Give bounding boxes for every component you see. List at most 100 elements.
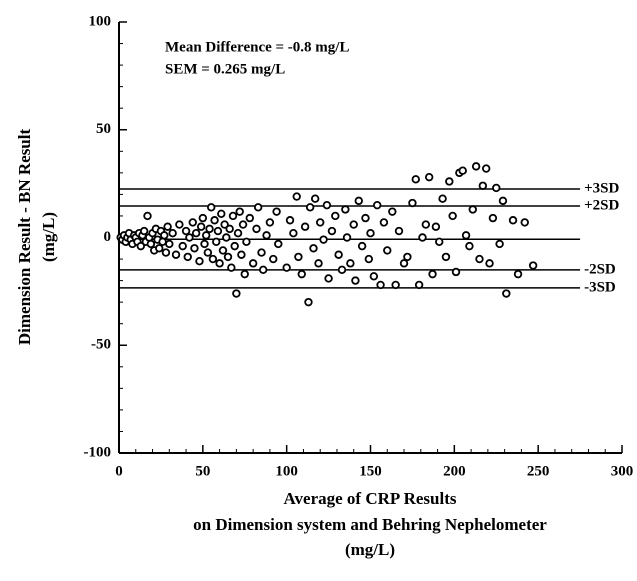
annotation: Mean Difference = -0.8 mg/L bbox=[165, 39, 349, 55]
x-tick-label: 0 bbox=[115, 463, 123, 479]
point bbox=[155, 244, 164, 253]
x-axis-label: Average of CRP Results bbox=[284, 489, 457, 508]
point bbox=[185, 233, 194, 242]
point bbox=[269, 254, 278, 264]
point bbox=[139, 226, 149, 236]
point bbox=[411, 175, 420, 184]
point bbox=[468, 205, 477, 214]
point bbox=[201, 231, 211, 240]
point bbox=[294, 252, 303, 262]
point bbox=[242, 237, 251, 247]
point bbox=[265, 218, 275, 227]
point bbox=[198, 213, 208, 223]
point bbox=[228, 211, 238, 221]
point bbox=[481, 164, 491, 173]
point bbox=[232, 289, 241, 298]
point bbox=[253, 203, 263, 212]
point bbox=[235, 207, 244, 216]
point bbox=[471, 162, 481, 171]
point bbox=[212, 237, 221, 247]
point bbox=[357, 241, 367, 251]
point bbox=[408, 198, 417, 208]
point bbox=[188, 218, 197, 227]
point bbox=[465, 241, 474, 251]
point bbox=[331, 211, 340, 221]
point bbox=[520, 218, 529, 227]
point bbox=[190, 244, 199, 253]
point bbox=[485, 259, 494, 268]
point bbox=[424, 172, 434, 182]
point bbox=[319, 235, 328, 244]
point bbox=[227, 263, 236, 272]
point bbox=[310, 194, 320, 203]
annotation: SEM = 0.265 mg/L bbox=[165, 61, 285, 77]
point bbox=[334, 250, 343, 259]
point bbox=[272, 207, 281, 216]
point bbox=[203, 248, 213, 257]
y-tick-label: 50 bbox=[96, 121, 111, 137]
point bbox=[351, 276, 360, 285]
point bbox=[183, 252, 192, 262]
point bbox=[421, 220, 431, 229]
point bbox=[262, 231, 271, 240]
point bbox=[428, 269, 437, 279]
point bbox=[207, 203, 216, 212]
point bbox=[488, 213, 498, 223]
y-tick-label: -100 bbox=[84, 444, 112, 460]
point bbox=[215, 259, 224, 268]
point bbox=[196, 222, 206, 231]
point bbox=[245, 213, 254, 223]
x-axis-label: (mg/L) bbox=[345, 540, 395, 559]
point bbox=[257, 248, 266, 257]
point bbox=[160, 231, 169, 240]
point bbox=[475, 254, 484, 264]
point bbox=[233, 228, 243, 238]
x-axis-label: on Dimension system and Behring Nephelom… bbox=[193, 515, 547, 534]
point bbox=[292, 192, 301, 201]
point bbox=[327, 226, 337, 236]
point bbox=[414, 280, 424, 290]
point bbox=[178, 241, 187, 251]
reference-label: +3SD bbox=[584, 180, 619, 196]
point bbox=[285, 216, 295, 225]
point bbox=[478, 181, 488, 190]
point bbox=[195, 257, 204, 266]
point bbox=[388, 207, 397, 216]
point bbox=[361, 213, 370, 223]
point bbox=[181, 226, 191, 236]
y-axis-label: (mg/L) bbox=[39, 212, 58, 262]
y-tick-label: 100 bbox=[89, 13, 112, 29]
point bbox=[498, 196, 508, 206]
point bbox=[238, 220, 248, 229]
point bbox=[217, 209, 226, 218]
point bbox=[282, 263, 291, 272]
point bbox=[324, 274, 333, 283]
point bbox=[438, 194, 447, 203]
point bbox=[222, 233, 231, 242]
point bbox=[218, 246, 228, 255]
point bbox=[379, 218, 389, 227]
point bbox=[528, 261, 538, 270]
point bbox=[435, 237, 444, 247]
x-tick-label: 250 bbox=[527, 463, 550, 479]
point bbox=[461, 231, 471, 240]
point bbox=[492, 183, 501, 193]
point bbox=[373, 200, 382, 210]
reference-label: +2SD bbox=[584, 197, 619, 213]
point bbox=[445, 177, 454, 186]
point bbox=[354, 196, 363, 206]
point bbox=[240, 269, 249, 279]
point bbox=[394, 226, 404, 236]
point bbox=[346, 259, 355, 268]
x-tick-label: 50 bbox=[195, 463, 210, 479]
point bbox=[300, 222, 310, 231]
point bbox=[458, 166, 467, 175]
point bbox=[223, 252, 233, 262]
point bbox=[289, 228, 298, 238]
x-tick-label: 100 bbox=[275, 463, 298, 479]
point bbox=[366, 228, 375, 238]
point bbox=[136, 241, 145, 251]
point bbox=[258, 265, 268, 275]
point bbox=[341, 205, 350, 214]
point bbox=[513, 269, 523, 279]
